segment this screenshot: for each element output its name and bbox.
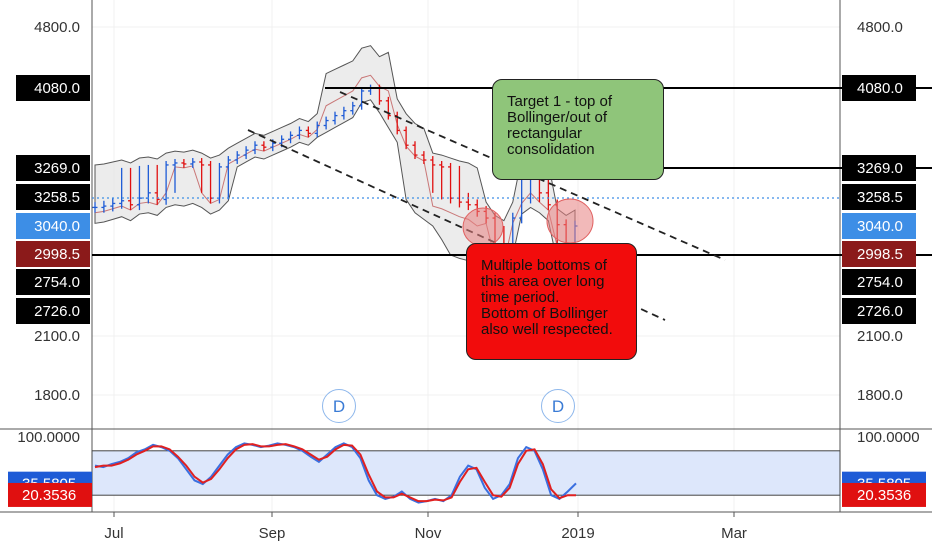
price-badge-left-text-2: 3258.5 bbox=[34, 189, 80, 206]
price-badge-right-text-6: 2726.0 bbox=[857, 303, 903, 320]
price-badge-right-4 bbox=[842, 241, 916, 267]
osc-badge-left-1 bbox=[8, 482, 92, 507]
price-badge-left-text-0: 4080.0 bbox=[34, 80, 80, 97]
y-tick-left-1: 2100.0 bbox=[34, 328, 80, 345]
x-tick-label-1: Sep bbox=[259, 525, 286, 542]
osc-badge-right-text-1: 20.3536 bbox=[857, 487, 911, 504]
x-tick-label-0: Jul bbox=[104, 525, 123, 542]
price-badge-right-text-0: 4080.0 bbox=[857, 80, 903, 97]
dividend-marker-1[interactable]: D bbox=[322, 389, 356, 423]
oscillator-line-0 bbox=[94, 442, 577, 504]
y-tick-right-1: 2100.0 bbox=[857, 328, 903, 345]
bottom-highlight-2 bbox=[546, 198, 594, 244]
price-badge-right-2 bbox=[842, 184, 916, 210]
bottom-highlight-1 bbox=[462, 207, 504, 247]
price-badge-right-text-1: 3269.0 bbox=[857, 160, 903, 177]
price-badge-right-0 bbox=[842, 75, 916, 101]
price-badge-right-5 bbox=[842, 269, 916, 295]
y-tick-left-0: 4800.0 bbox=[34, 19, 80, 36]
price-badge-left-2 bbox=[16, 184, 90, 210]
price-badge-right-3 bbox=[842, 213, 916, 239]
trendline-lower bbox=[247, 129, 666, 321]
oscillator-line-1 bbox=[94, 443, 576, 503]
x-tick-label-2: Nov bbox=[415, 525, 442, 542]
price-badge-right-text-4: 2998.5 bbox=[857, 246, 903, 263]
price-badge-left-1 bbox=[16, 155, 90, 181]
price-badge-left-6 bbox=[16, 298, 90, 324]
price-badge-left-0 bbox=[16, 75, 90, 101]
price-badge-right-6 bbox=[842, 298, 916, 324]
price-badge-left-3 bbox=[16, 213, 90, 239]
price-badge-left-4 bbox=[16, 241, 90, 267]
osc-tick-left-0: 100.0000 bbox=[17, 429, 80, 446]
y-tick-right-2: 1800.0 bbox=[857, 387, 903, 404]
price-badge-right-1 bbox=[842, 155, 916, 181]
x-tick-label-4: Mar bbox=[721, 525, 747, 542]
x-tick-label-3: 2019 bbox=[561, 525, 594, 542]
osc-badge-left-text-1: 20.3536 bbox=[22, 487, 76, 504]
bottoms-annotation: Multiple bottoms of this area over long … bbox=[466, 243, 637, 360]
osc-tick-right-0: 100.0000 bbox=[857, 429, 920, 446]
time-axis-background bbox=[0, 512, 932, 550]
dividend-marker-2[interactable]: D bbox=[541, 389, 575, 423]
osc-badge-right-1 bbox=[842, 482, 926, 507]
price-badge-left-text-6: 2726.0 bbox=[34, 303, 80, 320]
price-badge-left-5 bbox=[16, 269, 90, 295]
price-badge-left-text-4: 2998.5 bbox=[34, 246, 80, 263]
price-badge-right-text-5: 2754.0 bbox=[857, 274, 903, 291]
target-annotation: Target 1 - top of Bollinger/out of recta… bbox=[492, 79, 664, 180]
price-badge-left-text-5: 2754.0 bbox=[34, 274, 80, 291]
price-badge-left-text-3: 3040.0 bbox=[34, 218, 80, 235]
y-tick-left-2: 1800.0 bbox=[34, 387, 80, 404]
price-badge-right-text-2: 3258.5 bbox=[857, 189, 903, 206]
price-badge-right-text-3: 3040.0 bbox=[857, 218, 903, 235]
price-badge-left-text-1: 3269.0 bbox=[34, 160, 80, 177]
y-tick-right-0: 4800.0 bbox=[857, 19, 903, 36]
